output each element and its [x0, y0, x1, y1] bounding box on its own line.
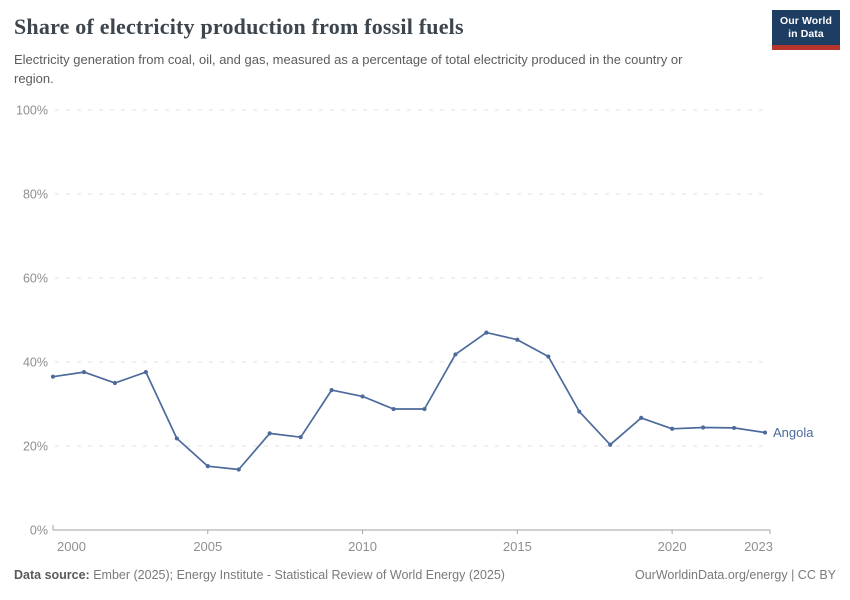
owid-logo-text-line2: in Data	[788, 28, 824, 41]
y-axis-tick-label: 100%	[16, 104, 48, 118]
data-point	[81, 369, 87, 375]
chart-subtitle: Electricity generation from coal, oil, a…	[14, 52, 683, 86]
data-point	[50, 374, 56, 379]
y-axis-tick-label: 0%	[30, 524, 48, 538]
data-point	[515, 337, 520, 342]
data-point	[608, 442, 613, 447]
data-point	[143, 369, 148, 375]
data-point	[298, 435, 303, 440]
owid-logo[interactable]: Our World in Data	[772, 10, 840, 51]
data-point	[205, 464, 210, 469]
data-source-note: Data source: Ember (2025); Energy Instit…	[14, 568, 505, 582]
page-title: Share of electricity production from fos…	[14, 14, 464, 39]
data-point	[360, 394, 365, 399]
y-axis-tick-label: 20%	[23, 440, 48, 454]
y-axis-tick-label: 60%	[23, 272, 48, 286]
data-point	[546, 354, 551, 359]
y-axis-tick-label: 80%	[23, 188, 48, 202]
data-point	[731, 425, 737, 431]
data-point	[484, 330, 489, 335]
x-axis-tick-label: 2020	[658, 539, 687, 554]
data-point	[174, 436, 179, 441]
credit-link[interactable]: OurWorldinData.org/energy | CC BY	[634, 568, 836, 582]
owid-logo-text-line1: Our World	[779, 15, 833, 27]
x-axis-tick-label: 2015	[503, 539, 532, 554]
y-axis-tick-label: 40%	[23, 356, 48, 370]
data-source-label: Data source:	[14, 568, 90, 582]
data-point	[112, 380, 118, 386]
x-axis-tick-label: 2000	[57, 539, 86, 554]
plot-area[interactable]	[53, 105, 768, 530]
x-axis-tick-label: 2023	[744, 539, 773, 554]
data-point	[639, 415, 644, 420]
data-point	[577, 409, 582, 414]
data-point	[267, 431, 272, 436]
chart-footer: Data source: Ember (2025); Energy Instit…	[14, 568, 836, 582]
data-point	[422, 406, 427, 412]
data-point	[700, 425, 706, 430]
data-source-value: Ember (2025); Energy Institute - Statist…	[93, 568, 505, 582]
data-point	[670, 426, 675, 431]
x-axis-tick-label: 2005	[193, 539, 222, 554]
series-line-angola	[52, 331, 766, 471]
data-point	[762, 430, 768, 435]
data-point	[236, 467, 241, 472]
x-axis-tick-label: 2010	[348, 539, 377, 554]
data-point	[453, 352, 458, 357]
data-point	[391, 406, 396, 412]
data-point	[329, 388, 334, 393]
series-entity-label[interactable]: Angola	[773, 425, 814, 440]
